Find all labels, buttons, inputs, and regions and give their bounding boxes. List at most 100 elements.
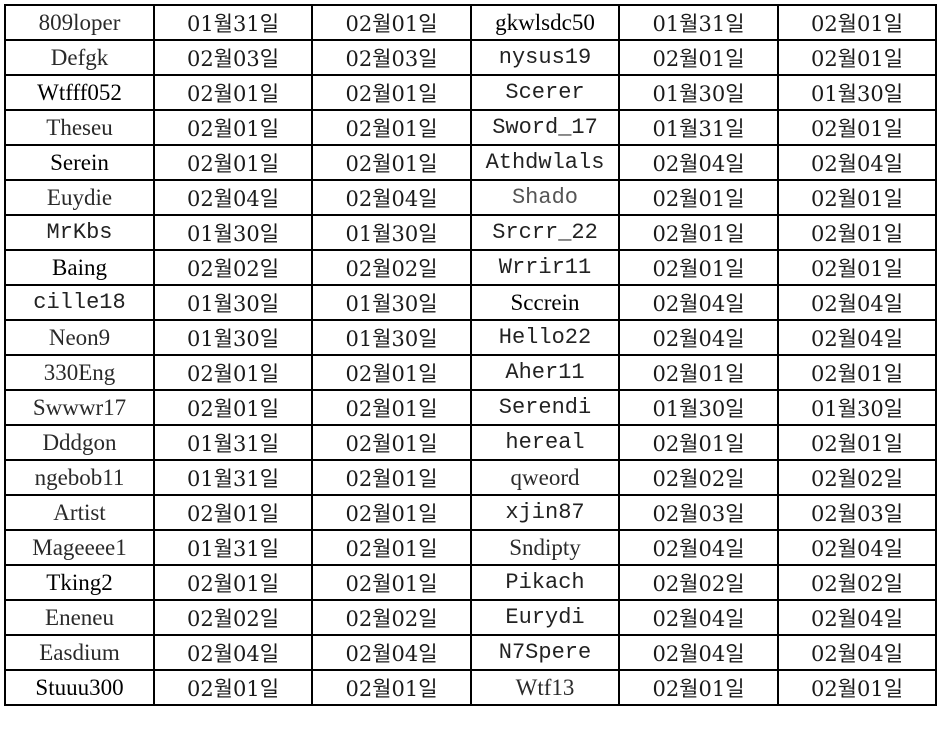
data-table: 809loper 01월31일 02월01일 gkwlsdc50 01월31일 02월01… xyxy=(4,4,937,706)
table-row: Neon9 01월30일 01월30일 Hello22 02월04일 02월04일 xyxy=(4,319,937,356)
name-cell: Hello22 xyxy=(470,319,620,356)
name-cell: nysus19 xyxy=(470,39,620,76)
date-cell: 02월01일 xyxy=(311,529,472,566)
date-cell: 02월01일 xyxy=(618,354,779,391)
date-cell: 01월30일 xyxy=(153,214,313,251)
table-row: Stuuu300 02월01일 02월01일 Wtf13 02월01일 02월01일 xyxy=(4,669,937,706)
date-cell: 02월04일 xyxy=(777,529,937,566)
date-cell: 02월02일 xyxy=(311,599,472,636)
date-cell: 01월30일 xyxy=(153,284,313,321)
table-row: Wtfff052 02월01일 02월01일 Scerer 01월30일 01월30일 xyxy=(4,74,937,111)
date-cell: 01월30일 xyxy=(311,284,472,321)
name-cell: ngebob11 xyxy=(4,459,155,496)
date-cell: 02월01일 xyxy=(777,4,937,41)
date-cell: 02월04일 xyxy=(618,599,779,636)
date-cell: 01월31일 xyxy=(618,4,779,41)
name-cell: Euydie xyxy=(4,179,155,216)
table-row: ngebob11 01월31일 02월01일 qweord 02월02일 02월02일 xyxy=(4,459,937,496)
date-cell: 01월31일 xyxy=(153,4,313,41)
date-cell: 02월04일 xyxy=(777,144,937,181)
name-cell: Pikach xyxy=(470,564,620,601)
name-cell: MrKbs xyxy=(4,214,155,251)
date-cell: 02월01일 xyxy=(311,424,472,461)
table-row: 330Eng 02월01일 02월01일 Aher11 02월01일 02월01일 xyxy=(4,354,937,391)
date-cell: 01월30일 xyxy=(777,389,937,426)
name-cell: Stuuu300 xyxy=(4,669,155,706)
date-cell: 01월30일 xyxy=(618,74,779,111)
name-cell: Wtfff052 xyxy=(4,74,155,111)
name-cell: Easdium xyxy=(4,634,155,671)
date-cell: 02월01일 xyxy=(777,424,937,461)
date-cell: 02월04일 xyxy=(618,284,779,321)
table-row: cille18 01월30일 01월30일 Sccrein 02월04일 02월04일 xyxy=(4,284,937,321)
date-cell: 02월02일 xyxy=(618,459,779,496)
date-cell: 01월30일 xyxy=(311,319,472,356)
date-cell: 01월31일 xyxy=(153,424,313,461)
name-cell: Artist xyxy=(4,494,155,531)
date-cell: 02월01일 xyxy=(777,109,937,146)
date-cell: 02월01일 xyxy=(618,669,779,706)
date-cell: 02월01일 xyxy=(311,354,472,391)
date-cell: 02월01일 xyxy=(153,74,313,111)
table-row: Serein 02월01일 02월01일 Athdwlals 02월04일 02월04일 xyxy=(4,144,937,181)
name-cell: Sword_17 xyxy=(470,109,620,146)
date-cell: 02월02일 xyxy=(311,249,472,286)
name-cell: xjin87 xyxy=(470,494,620,531)
date-cell: 02월01일 xyxy=(618,179,779,216)
table-row: MrKbs 01월30일 01월30일 Srcrr_22 02월01일 02월01일 xyxy=(4,214,937,251)
name-cell: Aher11 xyxy=(470,354,620,391)
name-cell: Eurydi xyxy=(470,599,620,636)
date-cell: 02월04일 xyxy=(777,599,937,636)
date-cell: 02월01일 xyxy=(153,494,313,531)
date-cell: 02월04일 xyxy=(618,529,779,566)
date-cell: 01월30일 xyxy=(153,319,313,356)
name-cell: 330Eng xyxy=(4,354,155,391)
name-cell: Swwwr17 xyxy=(4,389,155,426)
table-row: Artist 02월01일 02월01일 xjin87 02월03일 02월03일 xyxy=(4,494,937,531)
name-cell: Serendi xyxy=(470,389,620,426)
table-row: Eneneu 02월02일 02월02일 Eurydi 02월04일 02월04일 xyxy=(4,599,937,636)
name-cell: Mageeee1 xyxy=(4,529,155,566)
date-cell: 01월30일 xyxy=(777,74,937,111)
date-cell: 02월01일 xyxy=(777,669,937,706)
date-cell: 02월04일 xyxy=(311,179,472,216)
date-cell: 02월02일 xyxy=(153,599,313,636)
name-cell: cille18 xyxy=(4,284,155,321)
name-cell: N7Spere xyxy=(470,634,620,671)
table-row: 809loper 01월31일 02월01일 gkwlsdc50 01월31일 02월01… xyxy=(4,4,937,41)
name-cell: 809loper xyxy=(4,4,155,41)
date-cell: 02월01일 xyxy=(311,459,472,496)
date-cell: 02월04일 xyxy=(618,144,779,181)
name-cell: Dddgon xyxy=(4,424,155,461)
date-cell: 02월04일 xyxy=(618,319,779,356)
date-cell: 01월31일 xyxy=(153,459,313,496)
date-cell: 02월04일 xyxy=(777,319,937,356)
table-row: Euydie 02월04일 02월04일 Shado 02월01일 02월01일 xyxy=(4,179,937,216)
date-cell: 02월02일 xyxy=(153,249,313,286)
date-cell: 02월01일 xyxy=(777,179,937,216)
date-cell: 02월01일 xyxy=(618,214,779,251)
date-cell: 02월01일 xyxy=(618,39,779,76)
name-cell: Defgk xyxy=(4,39,155,76)
name-cell: qweord xyxy=(470,459,620,496)
date-cell: 02월03일 xyxy=(777,494,937,531)
date-cell: 02월01일 xyxy=(777,354,937,391)
date-cell: 01월31일 xyxy=(153,529,313,566)
name-cell: Wtf13 xyxy=(470,669,620,706)
name-cell: hereal xyxy=(470,424,620,461)
date-cell: 02월01일 xyxy=(153,564,313,601)
date-cell: 02월01일 xyxy=(618,249,779,286)
table-row: Mageeee1 01월31일 02월01일 Sndipty 02월04일 02월04일 xyxy=(4,529,937,566)
date-cell: 02월01일 xyxy=(311,494,472,531)
date-cell: 02월01일 xyxy=(153,109,313,146)
date-cell: 02월01일 xyxy=(311,109,472,146)
table-row: Dddgon 01월31일 02월01일 hereal 02월01일 02월01일 xyxy=(4,424,937,461)
table-row: Tking2 02월01일 02월01일 Pikach 02월02일 02월02일 xyxy=(4,564,937,601)
date-cell: 02월01일 xyxy=(311,389,472,426)
date-cell: 02월02일 xyxy=(777,564,937,601)
date-cell: 02월04일 xyxy=(777,634,937,671)
date-cell: 02월04일 xyxy=(153,634,313,671)
name-cell: Theseu xyxy=(4,109,155,146)
date-cell: 02월04일 xyxy=(618,634,779,671)
date-cell: 02월03일 xyxy=(618,494,779,531)
